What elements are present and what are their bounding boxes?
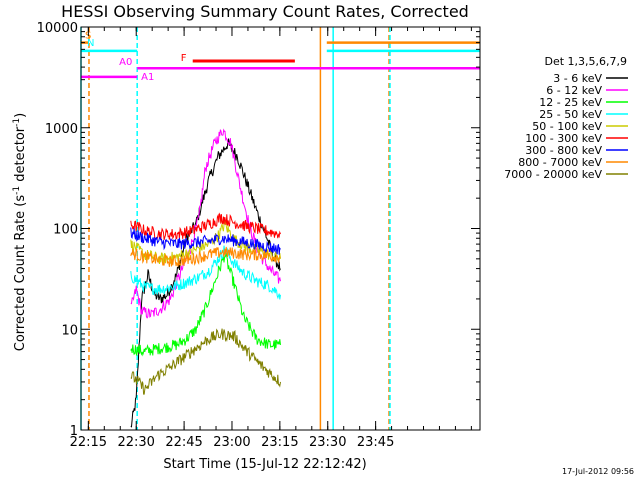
x-tick-label: 23:30 bbox=[309, 435, 346, 450]
generated-timestamp: 17-Jul-2012 09:56 bbox=[562, 467, 634, 476]
x-tick-label: 22:45 bbox=[165, 435, 202, 450]
legend-label: 3 - 6 keV bbox=[553, 72, 602, 85]
legend-label: 25 - 50 keV bbox=[539, 108, 602, 121]
legend-label: 6 - 12 keV bbox=[546, 84, 602, 97]
series-line bbox=[130, 227, 281, 255]
state-label: A1 bbox=[141, 72, 154, 83]
y-tick-label: 10 bbox=[61, 323, 78, 338]
legend-label: 7000 - 20000 keV bbox=[504, 168, 602, 181]
series-line bbox=[130, 246, 281, 267]
x-tick-label: 23:45 bbox=[357, 435, 394, 450]
y-tick-label: 10000 bbox=[37, 21, 78, 36]
legend-title: Det 1,3,5,6,7,9 bbox=[544, 55, 627, 68]
legend-label: 100 - 300 keV bbox=[525, 132, 602, 145]
legend-label: 12 - 25 keV bbox=[539, 96, 602, 109]
y-tick-label: 100 bbox=[53, 223, 78, 238]
x-axis-label: Start Time (15-Jul-12 22:12:42) bbox=[163, 457, 366, 472]
series-line bbox=[130, 138, 281, 428]
legend-label: 50 - 100 keV bbox=[532, 120, 602, 133]
state-label: S bbox=[85, 31, 91, 42]
x-tick-label: 23:15 bbox=[261, 435, 298, 450]
x-tick-label: 23:00 bbox=[213, 435, 250, 450]
state-label: A0 bbox=[119, 57, 132, 68]
chart-title: HESSI Observing Summary Count Rates, Cor… bbox=[61, 2, 469, 21]
state-label: F bbox=[181, 53, 187, 64]
state-label: N bbox=[87, 38, 94, 49]
series-line bbox=[130, 328, 281, 395]
series-line bbox=[130, 252, 281, 357]
x-tick-label: 22:30 bbox=[117, 435, 154, 450]
x-tick-label: 22:15 bbox=[70, 435, 107, 450]
y-tick-label: 1 bbox=[70, 424, 78, 439]
y-tick-label: 1000 bbox=[45, 122, 78, 137]
series-line bbox=[130, 245, 281, 300]
y-axis-label: Corrected Count Rate (s-1 detector-1) bbox=[12, 113, 28, 351]
axes: 1 10 100 1000 10000 22:15 22:30 22:45 23:00 23:15… bbox=[37, 21, 481, 450]
legend-label: 800 - 7000 keV bbox=[518, 156, 602, 169]
plot-area: SN A0 A1 F bbox=[80, 27, 480, 430]
legend-label: 300 - 800 keV bbox=[525, 144, 602, 157]
